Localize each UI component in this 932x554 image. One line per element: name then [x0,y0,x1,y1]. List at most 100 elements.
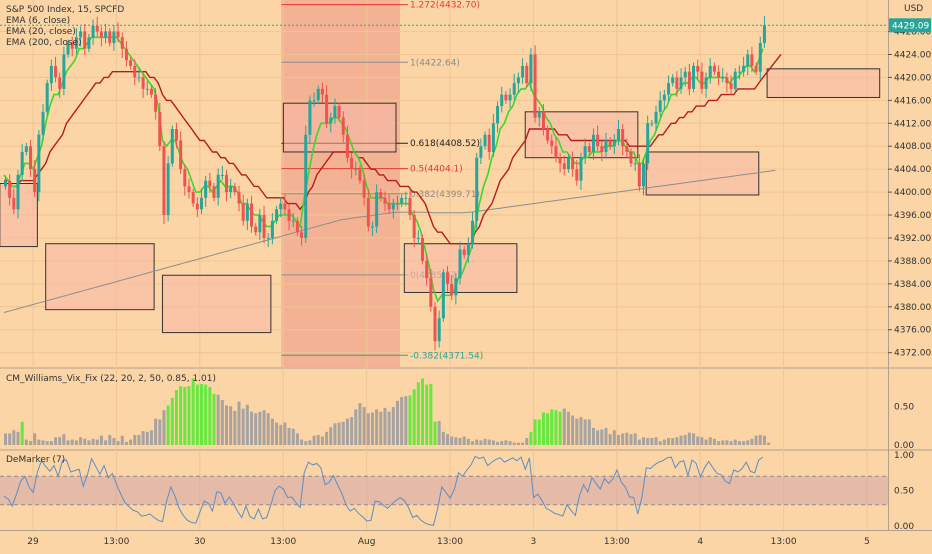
vix-fix-bar [658,441,662,445]
candle-body [266,237,270,239]
vix-fix-bar [483,438,487,445]
vix-fix-bar [54,437,58,445]
vix-fix-bar [354,409,358,445]
time-tick-label: 3 [531,537,537,547]
candle-body [441,272,445,319]
vix-fix-bar [725,440,729,445]
fib-shaded-zone [281,0,400,367]
candle-body [162,146,166,216]
candle-body [295,220,299,233]
candle-body [612,140,616,147]
candle-body [558,157,562,164]
candle-body [633,163,637,165]
candle-body [124,48,128,61]
vix-fix-bar [416,382,420,445]
candle-body [637,163,641,187]
candle-body [45,83,49,112]
candle-body [479,146,483,158]
candle-body [708,65,712,78]
time-tick-label: Aug [358,537,376,547]
vix-fix-bar [312,435,316,445]
drawn-zone-rectangle [45,243,155,311]
vix-fix-bar [612,430,616,445]
vix-fix-bar [291,428,295,445]
price-tick-label: 4380.00 [894,303,931,313]
candle-body [750,54,754,66]
time-tick-label: 30 [194,537,206,547]
vix-fix-bar [104,440,108,445]
vix-fix-bar [450,436,454,445]
vix-fix-bar [120,435,124,445]
vix-fix-bar [195,384,199,445]
candle-body [62,54,66,89]
vix-fix-bar [583,419,587,445]
vix-fix-bar [375,409,379,445]
candle-body [245,203,249,221]
vix-fix-bar [379,411,383,445]
candle-body [275,209,279,221]
vix-fix-bar [458,438,462,445]
price-tick-label: 4400.00 [894,188,931,198]
candle-body [8,180,12,198]
fib-level-label: 1(4422.64) [410,58,460,68]
vix-fix-bar [692,433,696,445]
vix-fix-bar [721,440,725,445]
candle-body [54,65,58,78]
fib-level-label: 0.618(4408.52) [410,139,480,149]
vix-fix-bar [62,434,66,445]
last-price-tag [889,18,931,33]
candle-body [133,65,137,78]
candle-body [187,186,191,193]
vix-fix-bar [683,434,687,445]
candle-body [66,43,70,55]
candle-body [237,192,241,204]
candle-body [604,140,608,152]
candle-body [225,174,229,193]
vix-fix-bar [41,440,45,445]
vix-fix-bar [24,439,28,445]
vix-fix-bar [362,407,366,445]
vix-fix-bar [4,433,7,445]
vix-fix-bar [37,439,41,445]
candle-body [241,203,245,221]
vix-fix-bar [199,383,203,445]
vix-fix-bar [66,440,70,445]
vix-fix-bar [141,431,145,445]
ema20-line [4,70,764,245]
candle-body [491,123,495,152]
candle-body [208,180,212,187]
candle-body [383,197,387,204]
vix-fix-bar [575,418,579,445]
vix-fix-bar [562,408,566,445]
candle-body [174,129,178,141]
vix-tick-label: 0.50 [894,402,914,412]
vix-fix-bar [270,418,274,445]
vix-fix-bar [746,440,750,445]
candle-body [12,197,16,210]
vix-fix-bar [245,404,249,445]
candle-body [341,117,345,135]
candle-body [512,83,516,95]
candle-body [671,77,675,84]
vix-legend: CM_Williams_Vix_Fix (22, 20, 2, 50, 0.85… [6,374,217,384]
vix-fix-bar [12,430,16,445]
vix-fix-bar [233,410,237,445]
time-tick-label: 13:00 [604,537,630,547]
vix-fix-bar [642,437,646,445]
candle-body [742,65,746,72]
candle-body [83,31,87,49]
candle-body [229,186,233,193]
candle-body [616,129,620,141]
vix-fix-bar [279,424,283,445]
vix-fix-bar [650,438,654,445]
candle-body [654,111,658,124]
vix-fix-bar [350,417,354,445]
vix-fix-bar [20,421,24,445]
vix-fix-bar [491,440,495,445]
vix-fix-bar [391,407,395,445]
candle-body [683,71,687,78]
vix-fix-bar [425,384,429,445]
candle-body [516,77,520,84]
vix-fix-bar [300,439,304,445]
